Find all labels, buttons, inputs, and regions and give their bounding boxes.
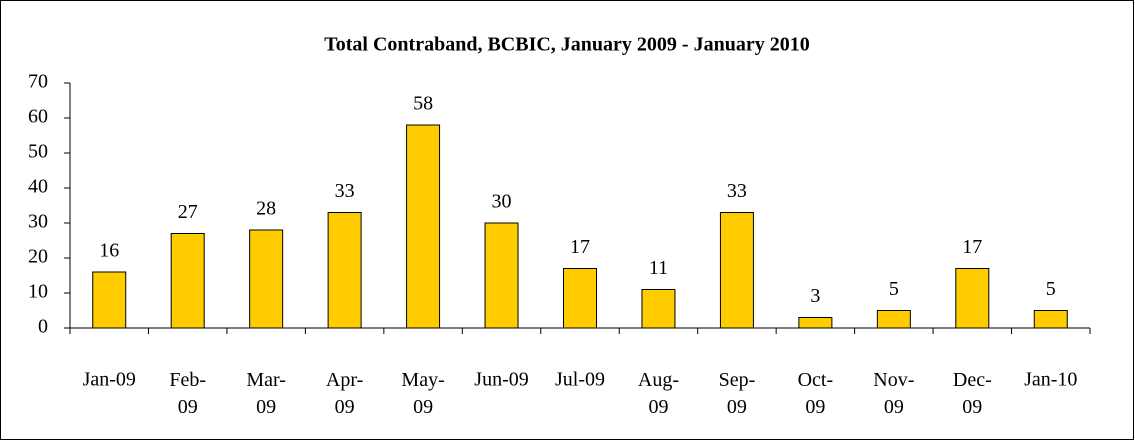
x-tick-label: Jul-09 xyxy=(555,369,605,391)
data-label: 17 xyxy=(570,236,590,258)
x-tick-label: Nov-09 xyxy=(873,369,914,418)
bar xyxy=(876,310,911,329)
x-tick-label: Jan-10 xyxy=(1024,369,1077,391)
data-label: 30 xyxy=(492,191,512,213)
x-tick-label: Mar-09 xyxy=(246,369,286,418)
data-label: 11 xyxy=(649,257,668,279)
y-tick-label: 70 xyxy=(28,71,48,93)
data-label: 17 xyxy=(962,236,982,258)
y-tick-label: 60 xyxy=(28,106,48,128)
bar xyxy=(719,212,754,329)
data-label: 33 xyxy=(727,180,747,202)
x-tick-label: Dec-09 xyxy=(953,369,992,418)
bar xyxy=(406,124,441,329)
bar xyxy=(563,268,597,329)
data-label: 58 xyxy=(413,93,433,115)
y-tick-label: 10 xyxy=(28,281,48,303)
data-label: 33 xyxy=(335,180,355,202)
y-tick-label: 20 xyxy=(28,246,48,268)
bar xyxy=(92,271,127,329)
data-label: 16 xyxy=(99,240,119,262)
bar xyxy=(1033,310,1068,329)
y-tick-label: 50 xyxy=(28,141,48,163)
bar xyxy=(798,317,833,329)
bar xyxy=(327,212,362,329)
bar xyxy=(484,222,519,329)
x-tick-label: Jan-09 xyxy=(83,369,136,391)
x-tick-label: Aug-09 xyxy=(638,369,679,418)
y-tick-label: 0 xyxy=(38,316,48,338)
x-tick-label: Sep-09 xyxy=(719,369,756,418)
y-tick-label: 30 xyxy=(28,211,48,233)
x-tick-label: Oct-09 xyxy=(798,369,834,418)
bar xyxy=(249,229,284,329)
bar xyxy=(170,233,205,329)
x-tick-label: Apr-09 xyxy=(326,369,363,418)
bar xyxy=(955,268,990,329)
x-tick-label: Jun-09 xyxy=(474,369,528,391)
y-tick-label: 40 xyxy=(28,176,48,198)
bar xyxy=(641,289,676,329)
x-tick-label: Feb-09 xyxy=(169,369,206,418)
data-label: 5 xyxy=(1046,278,1056,300)
chart-title: Total Contraband, BCBIC, January 2009 - … xyxy=(324,34,809,56)
data-label: 3 xyxy=(810,285,820,307)
data-label: 28 xyxy=(256,198,276,220)
data-label: 27 xyxy=(178,201,198,223)
x-tick-label: May-09 xyxy=(401,369,444,418)
data-label: 5 xyxy=(889,278,899,300)
